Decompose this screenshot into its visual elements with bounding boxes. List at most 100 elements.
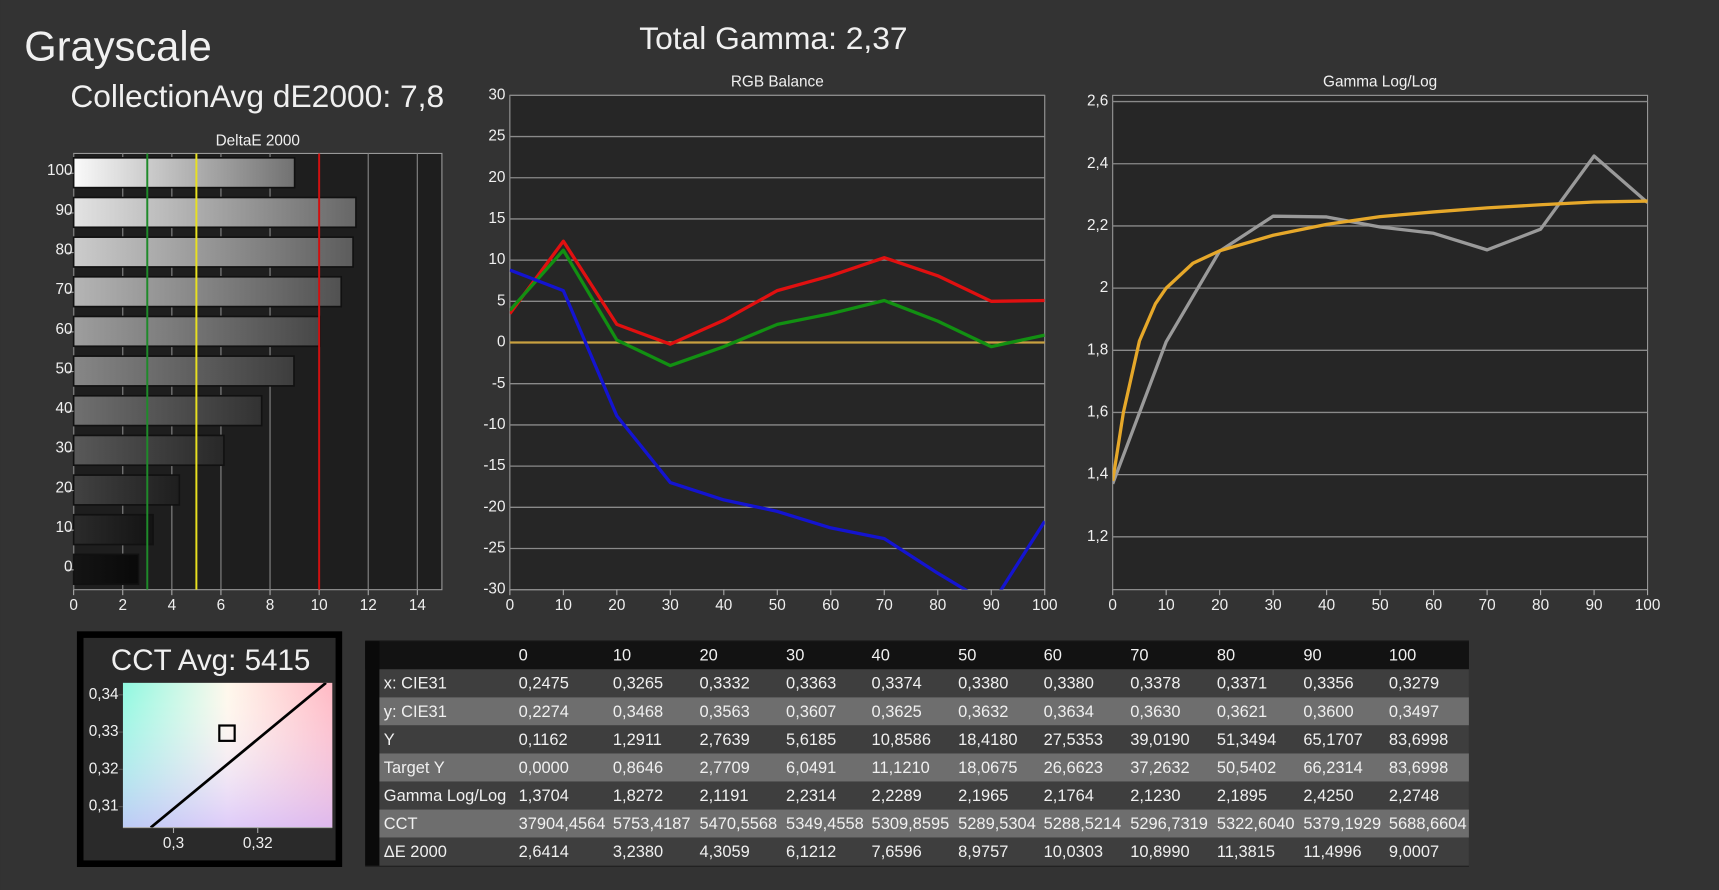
column-header: 10 [613,647,631,665]
table-cell: 0,3265 [613,675,663,693]
table-marker [365,641,380,866]
x-tick-label: 70 [876,597,893,614]
page-title: Grayscale [24,22,211,69]
y-tick-label: 80 [55,241,72,258]
table-cell: 7,6596 [872,843,922,861]
bar [72,474,181,506]
table-cell: 0,3634 [1044,703,1094,721]
table-cell: 5688,6604 [1389,815,1467,833]
table-cell: 5289,5304 [958,815,1036,833]
table-cell: 2,6414 [519,843,569,861]
x-tick-label: 0 [506,597,515,614]
table-cell: 2,1895 [1217,787,1267,805]
table-cell: 2,7709 [699,759,749,777]
table-cell: 9,0007 [1389,843,1439,861]
column-header: 100 [1389,647,1416,665]
x-tick-label: 0 [69,597,78,614]
bar [72,355,295,387]
bar [72,553,140,586]
y-tick-label: 0,32 [89,760,119,777]
y-tick-label: 30 [55,440,72,457]
column-header: 30 [786,647,804,665]
x-tick-label: 70 [1479,597,1496,614]
row-label: Gamma Log/Log [384,787,506,805]
y-tick-label: 0,33 [89,723,119,740]
table-cell: 0,0000 [519,759,569,777]
data-line [509,248,1045,368]
table-header [365,641,1469,670]
y-tick-label: 0 [497,334,506,351]
y-tick-label: 50 [55,360,72,377]
table-cell: 0,3279 [1389,675,1439,693]
x-tick-label: 8 [266,597,275,614]
table-cell: 0,3380 [1044,675,1094,693]
table-cell: 5296,7319 [1130,815,1208,833]
table-cell: 2,4250 [1303,787,1353,805]
table-cell: 1,8272 [613,787,663,805]
table-cell: 0,3378 [1130,675,1180,693]
x-tick-label: 50 [769,597,786,614]
x-tick-label: 80 [1532,597,1549,614]
y-tick-label: 25 [488,128,505,145]
y-tick-label: 1,6 [1087,404,1108,421]
x-tick-label: 60 [822,597,839,614]
bar [72,157,296,189]
table-cell: 10,0303 [1044,843,1103,861]
column-header: 80 [1217,647,1235,665]
x-tick-label: 100 [1635,597,1661,614]
y-tick-label: 1,8 [1087,341,1108,358]
row-label: Y [384,731,395,749]
y-tick-label: -20 [483,498,505,515]
y-tick-label: -25 [483,540,505,557]
y-tick-label: 70 [55,281,72,298]
table-cell: 5288,5214 [1044,815,1122,833]
table-cell: 5,6185 [786,731,836,749]
x-tick-label: 40 [715,597,732,614]
table-cell: 37904,4564 [519,815,606,833]
table-cell: 39,0190 [1130,731,1189,749]
table-cell: 10,8586 [872,731,931,749]
x-tick-label: 30 [662,597,679,614]
row-label: Target Y [384,759,445,777]
chart-title: CCT Avg: 5415 [111,644,311,677]
data-line [1112,199,1648,482]
y-tick-label: 2,2 [1087,217,1108,234]
table-row [379,837,1469,866]
point [218,724,236,742]
x-tick-label: 60 [1425,597,1442,614]
y-tick-label: 40 [55,400,72,417]
row-label: x: CIE31 [384,675,447,693]
y-tick-label: 1,4 [1087,466,1109,483]
table-cell: 2,2748 [1389,787,1439,805]
chart-title: RGB Balance [731,73,824,90]
y-tick-label: 2 [1100,279,1109,296]
column-header: 90 [1303,647,1321,665]
table-cell: 6,0491 [786,759,836,777]
row-label: ΔE 2000 [384,843,447,861]
chart-title: Gamma Log/Log [1323,73,1437,90]
data-line [509,268,1045,590]
table-cell: 27,5353 [1044,731,1103,749]
table-cell: 0,2274 [519,703,569,721]
table-row [379,781,1469,810]
x-tick-label: 0 [1108,597,1117,614]
table-cell: 2,2314 [786,787,836,805]
table-cell: 0,3380 [958,675,1008,693]
table-cell: 37,2632 [1130,759,1189,777]
bar [72,196,357,229]
bar [72,275,343,308]
table-cell: 0,3497 [1389,703,1439,721]
table-cell: 10,8990 [1130,843,1189,861]
y-tick-label: 5 [497,292,506,309]
bar [72,434,225,467]
table-cell: 0,3625 [872,703,922,721]
table-cell: 5322,6040 [1217,815,1295,833]
y-tick-label: -10 [483,416,505,433]
row-label: y: CIE31 [384,703,447,721]
x-tick-label: 10 [1158,597,1175,614]
y-tick-label: 2,6 [1087,93,1108,110]
y-tick-label: 10 [55,519,72,536]
column-header: 20 [699,647,717,665]
y-tick-label: 90 [55,202,72,219]
